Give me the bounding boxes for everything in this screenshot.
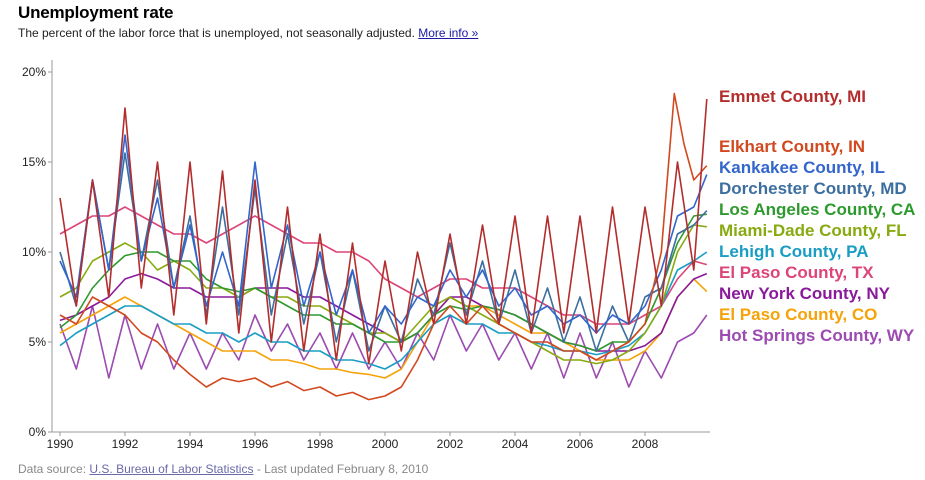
x-tick-label: 2008 [632, 437, 659, 451]
y-tick-label: 0% [29, 425, 47, 439]
legend-label-el-paso-county-co[interactable]: El Paso County, CO [719, 305, 877, 324]
x-tick-label: 2002 [437, 437, 464, 451]
legend-label-elkhart-county-in[interactable]: Elkhart County, IN [719, 137, 865, 156]
chart-subtitle: The percent of the labor force that is u… [18, 26, 478, 40]
series-line-lehigh-county-pa[interactable] [59, 251, 708, 370]
chart-legend: Emmet County, MI Elkhart County, IN Kankak… [719, 87, 915, 345]
legend-label-miami-dade-county-fl[interactable]: Miami-Dade County, FL [719, 221, 907, 240]
x-tick-label: 1992 [112, 437, 139, 451]
subtitle-text: The percent of the labor force that is u… [18, 26, 415, 40]
legend-label-dorchester-county-md[interactable]: Dorchester County, MD [719, 179, 907, 198]
data-source-link[interactable]: U.S. Bureau of Labor Statistics [89, 462, 254, 476]
unemployment-chart: 0% 5% 10% 15% 20% 1990 1992 1994 1996 1998 2000 200… [22, 60, 915, 451]
more-info-link[interactable]: More info » [418, 26, 479, 40]
x-tick-label: 1996 [242, 437, 269, 451]
x-tick-label: 1990 [47, 437, 74, 451]
y-tick-label: 10% [22, 245, 46, 259]
x-tick-label: 2004 [502, 437, 529, 451]
y-tick-label: 15% [22, 155, 46, 169]
x-tick-label: 2000 [372, 437, 399, 451]
series-line-elkhart-county-in[interactable] [59, 92, 708, 401]
data-source-label: Data source: [18, 462, 87, 476]
y-tick-label: 20% [22, 65, 46, 79]
legend-label-emmet-county-mi[interactable]: Emmet County, MI [719, 87, 866, 106]
legend-label-lehigh-county-pa[interactable]: Lehigh County, PA [719, 242, 869, 261]
legend-label-el-paso-county-tx[interactable]: El Paso County, TX [719, 263, 874, 282]
series-line-los-angeles-county-ca[interactable] [59, 213, 707, 352]
x-tick-label: 1994 [177, 437, 204, 451]
data-source-footer: Data source: U.S. Bureau of Labor Statis… [18, 462, 428, 476]
legend-label-kankakee-county-il[interactable]: Kankakee County, IL [719, 158, 885, 177]
plot-lines [59, 92, 708, 401]
last-updated-text: - Last updated February 8, 2010 [256, 462, 429, 476]
series-line-el-paso-county-tx[interactable] [59, 206, 708, 325]
legend-label-los-angeles-county-ca[interactable]: Los Angeles County, CA [719, 200, 915, 219]
series-line-el-paso-county-co[interactable] [59, 278, 708, 379]
page-title: Unemployment rate [18, 3, 174, 22]
y-tick-label: 5% [29, 335, 47, 349]
legend-label-hot-springs-county-wy[interactable]: Hot Springs County, WY [719, 326, 915, 345]
legend-label-new-york-county-ny[interactable]: New York County, NY [719, 284, 891, 303]
chart-axes: 0% 5% 10% 15% 20% 1990 1992 1994 1996 1998 2000 200… [22, 60, 710, 451]
x-tick-label: 1998 [307, 437, 334, 451]
x-tick-label: 2006 [567, 437, 594, 451]
series-line-emmet-county-mi[interactable] [59, 98, 708, 365]
